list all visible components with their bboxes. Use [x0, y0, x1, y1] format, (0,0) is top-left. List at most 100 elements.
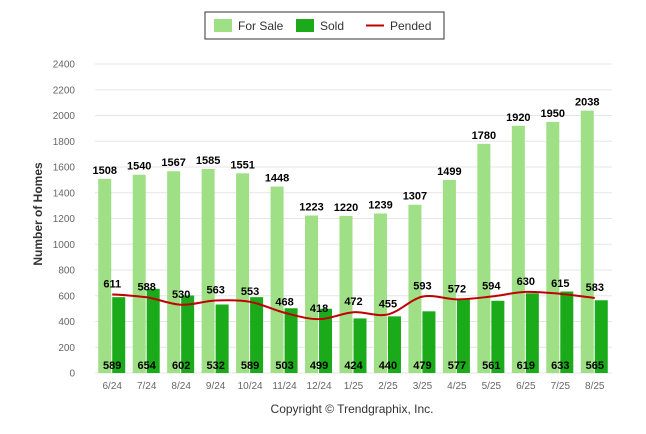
x-tick-label: 7/25 — [551, 381, 571, 392]
bar-for-sale — [580, 110, 594, 374]
y-tick-label: 1600 — [53, 163, 76, 174]
bar-sold — [353, 318, 367, 373]
label-sold: 654 — [138, 360, 157, 372]
y-tick-label: 2000 — [53, 111, 76, 122]
label-sold: 532 — [206, 360, 224, 372]
bar-sold — [250, 297, 264, 373]
label-for-sale: 1950 — [541, 108, 565, 120]
bar-sold — [491, 300, 505, 373]
label-for-sale: 1508 — [92, 165, 116, 177]
x-tick-label: 1/25 — [344, 381, 364, 392]
y-tick-label: 2400 — [53, 60, 76, 71]
label-pended: 630 — [517, 276, 535, 288]
bar-sold — [181, 295, 195, 373]
label-sold: 619 — [517, 360, 535, 372]
x-tick-label: 6/25 — [516, 381, 536, 392]
bar-for-sale — [511, 125, 525, 373]
bar-for-sale — [236, 173, 250, 373]
bar-for-sale — [167, 171, 181, 373]
label-sold: 499 — [310, 360, 328, 372]
y-axis-label: Number of Homes — [31, 162, 45, 266]
y-tick-label: 0 — [69, 369, 75, 380]
bar-for-sale — [98, 178, 112, 373]
bar-for-sale — [132, 174, 146, 373]
label-pended: 583 — [586, 282, 604, 294]
y-tick-label: 800 — [58, 266, 75, 277]
label-pended: 594 — [482, 281, 501, 293]
data-labels: 1508 589 611 1540 654 588 1567 602 530 1585 532 563… — [92, 97, 603, 372]
y-tick-label: 1400 — [53, 188, 76, 199]
bar-for-sale — [201, 168, 215, 373]
label-sold: 565 — [586, 360, 604, 372]
label-sold: 633 — [551, 360, 569, 372]
label-pended: 553 — [241, 286, 259, 298]
label-for-sale: 1448 — [265, 173, 289, 185]
legend: For Sale Sold Pended — [204, 11, 445, 40]
bar-sold — [387, 316, 401, 373]
y-tick-label: 400 — [58, 317, 75, 328]
label-for-sale: 1223 — [299, 202, 323, 214]
bar-for-sale — [442, 180, 456, 373]
x-tick-label: 3/25 — [413, 381, 433, 392]
label-pended: 468 — [275, 297, 293, 309]
label-sold: 589 — [241, 360, 259, 372]
label-for-sale: 2038 — [575, 97, 599, 109]
bar-sold — [215, 304, 229, 373]
x-tick-label: 9/24 — [206, 381, 226, 392]
label-for-sale: 1239 — [368, 199, 392, 211]
label-sold: 440 — [379, 360, 397, 372]
bar-sold — [146, 288, 160, 373]
label-for-sale: 1540 — [127, 161, 151, 173]
x-tick-label: 2/25 — [378, 381, 398, 392]
bar-for-sale — [477, 143, 491, 373]
label-for-sale: 1499 — [437, 166, 461, 178]
label-for-sale: 1567 — [161, 157, 185, 169]
label-for-sale: 1551 — [230, 159, 254, 171]
x-tick-label: 8/24 — [171, 381, 191, 392]
bar-for-sale — [305, 215, 319, 373]
label-pended: 418 — [310, 303, 328, 315]
label-sold: 479 — [413, 360, 431, 372]
x-tick-label: 12/24 — [307, 381, 332, 392]
label-pended: 611 — [103, 278, 121, 290]
label-for-sale: 1585 — [196, 155, 220, 167]
label-pended: 563 — [206, 285, 224, 297]
y-tick-label: 1800 — [53, 137, 76, 148]
legend-swatch — [214, 19, 232, 32]
label-sold: 503 — [275, 360, 293, 372]
y-tick-label: 600 — [58, 291, 75, 302]
label-pended: 593 — [413, 281, 431, 293]
x-tick-label: 4/25 — [447, 381, 467, 392]
bars — [98, 110, 608, 374]
bar-sold — [594, 300, 608, 373]
bar-for-sale — [546, 121, 560, 373]
y-tick-label: 2200 — [53, 85, 76, 96]
label-for-sale: 1307 — [403, 191, 427, 203]
pended-line — [112, 290, 595, 321]
label-for-sale: 1220 — [334, 202, 358, 214]
x-tick-label: 11/24 — [272, 381, 297, 392]
y-tick-label: 1000 — [53, 240, 76, 251]
bar-sold — [560, 291, 574, 373]
x-axis-ticks: 6/24 7/24 8/24 9/24 10/24 11/24 12/24 1/25 2/25 3… — [102, 381, 604, 392]
label-sold: 589 — [103, 360, 121, 372]
bar-sold — [284, 308, 298, 373]
label-sold: 561 — [482, 360, 500, 372]
label-sold: 424 — [344, 360, 363, 372]
bar-sold — [525, 293, 539, 373]
copyright-text: Copyright © Trendgraphix, Inc. — [271, 402, 434, 416]
x-tick-label: 7/24 — [137, 381, 157, 392]
bar-for-sale — [270, 186, 284, 373]
label-pended: 615 — [551, 278, 569, 290]
y-tick-label: 200 — [58, 343, 75, 354]
legend-label: For Sale — [238, 19, 284, 33]
x-tick-label: 6/24 — [102, 381, 122, 392]
bar-for-sale — [339, 215, 353, 373]
label-sold: 602 — [172, 360, 190, 372]
bar-sold — [456, 298, 470, 373]
legend-label: Pended — [390, 19, 431, 33]
pended-series-line — [112, 290, 595, 321]
y-tick-label: 1200 — [53, 214, 76, 225]
x-tick-label: 8/25 — [585, 381, 605, 392]
legend-label: Sold — [320, 19, 344, 33]
